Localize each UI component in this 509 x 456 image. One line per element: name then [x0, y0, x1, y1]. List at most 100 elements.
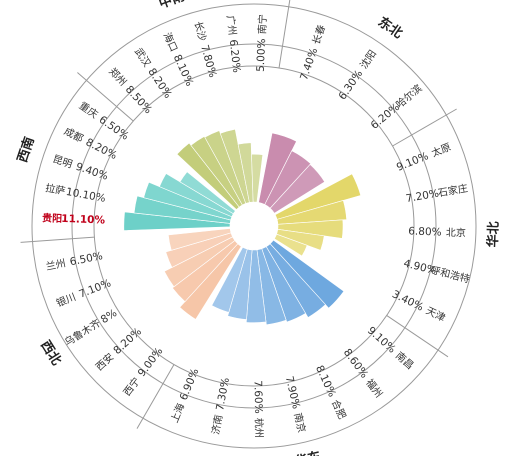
petal-武汉 [190, 136, 243, 208]
petal-济南 [227, 248, 253, 320]
value-label: 8.10% [171, 53, 196, 88]
city-label: 北京 [446, 226, 466, 240]
region-separator [77, 72, 134, 122]
petal-乌鲁木齐 [163, 236, 236, 288]
petal-合肥 [261, 246, 307, 323]
value-label: 9.10% [365, 325, 398, 356]
region-separator [392, 108, 457, 147]
region-label: 华北 [485, 221, 502, 248]
region-label: 西南 [14, 135, 37, 165]
value-label: 5.00% [255, 38, 268, 72]
petal-广州 [237, 142, 254, 203]
value-label: 8.10% [313, 364, 338, 399]
value-label: 11.10% [61, 213, 106, 227]
petal-兰州 [167, 228, 232, 251]
petal-呼和浩特 [276, 229, 325, 251]
city-label: 西宁 [120, 375, 142, 399]
petal-福州 [265, 243, 326, 318]
region-separator [386, 315, 449, 358]
petal-重庆 [179, 171, 236, 215]
city-label: 兰州 [45, 256, 67, 273]
middle-ring [71, 43, 437, 409]
petal-杭州 [245, 249, 267, 323]
city-label: 福州 [363, 376, 385, 400]
petal-长春 [258, 132, 297, 205]
city-label: 重庆 [77, 99, 101, 121]
city-label: 西安 [93, 350, 117, 373]
value-label: 8.50% [123, 84, 154, 117]
city-label: 成都 [62, 125, 85, 145]
value-label: 7.40% [298, 46, 320, 81]
region-separator [20, 236, 95, 243]
petal-郑州 [176, 142, 240, 211]
city-label: 长沙 [192, 20, 209, 42]
city-label: 银川 [54, 290, 77, 309]
petal-银川 [165, 232, 233, 268]
region-separator [136, 364, 175, 429]
value-label: 9.00% [136, 345, 166, 379]
region-label: 华东 [293, 449, 322, 456]
value-label: 10.10% [65, 186, 107, 205]
petal-哈尔滨 [269, 163, 326, 214]
city-label: 合肥 [329, 397, 349, 421]
city-label: 济南 [209, 414, 225, 436]
petal-西宁 [179, 243, 242, 320]
city-label: 太原 [429, 140, 452, 160]
petal-北京 [277, 219, 344, 239]
petal-成都 [159, 173, 234, 218]
inner-ring [93, 65, 415, 387]
petal-南昌 [269, 239, 345, 309]
value-label: 8.20% [145, 66, 173, 100]
city-label: 南昌 [393, 349, 417, 372]
petal-拉萨 [133, 195, 232, 224]
city-label: 武汉 [132, 45, 154, 69]
city-label: 广州 [224, 15, 238, 36]
city-label: 石家庄 [437, 181, 469, 199]
city-label: 郑州 [106, 65, 129, 89]
value-label: 9.10% [395, 150, 430, 174]
value-label: 9.40% [74, 161, 109, 183]
city-label: 上海 [168, 401, 188, 424]
petal-昆明 [143, 181, 233, 221]
center-hole [234, 206, 274, 246]
value-label: 8.60% [341, 347, 370, 381]
petal-上海 [211, 246, 248, 313]
value-label: 3.40% [390, 288, 425, 313]
outer-ring [31, 3, 477, 449]
city-label: 乌鲁木齐 [62, 317, 103, 349]
petal-长沙 [219, 128, 250, 204]
value-label: 6.80% [408, 225, 442, 238]
value-label: 6.30% [336, 68, 365, 102]
value-label: 7.60% [251, 380, 264, 414]
city-label: 南京 [291, 412, 308, 434]
value-label: 7.20% [405, 188, 440, 206]
region-label: 中南 [157, 0, 187, 12]
petals [123, 128, 362, 326]
city-label: 南宁 [255, 14, 269, 35]
value-label: 8.20% [111, 326, 144, 357]
petal-贵阳 [123, 211, 231, 231]
petal-海口 [204, 130, 247, 206]
city-label: 哈尔滨 [393, 82, 424, 111]
city-label: 天津 [424, 305, 447, 325]
value-label: 6.50% [97, 114, 131, 143]
value-label: 7.80% [198, 44, 218, 79]
city-label: 海口 [161, 30, 181, 54]
petal-天津 [273, 233, 308, 257]
petal-太原 [274, 173, 362, 220]
petal-沈阳 [264, 150, 312, 209]
city-label: 呼和浩特 [429, 264, 471, 285]
city-label: 长春 [310, 23, 328, 46]
region-label: 东北 [375, 14, 406, 42]
value-label: 8% [99, 307, 120, 326]
petal-南宁 [251, 153, 264, 203]
city-label: 杭州 [252, 418, 265, 438]
value-label: 6.20% [227, 39, 243, 74]
city-label: 拉萨 [44, 181, 66, 197]
region-separator [278, 0, 291, 69]
value-label: 7.10% [77, 277, 112, 300]
region-label: 西北 [37, 338, 64, 368]
value-label: 8.20% [84, 136, 119, 162]
city-label: 沈阳 [357, 47, 379, 71]
petal-西安 [171, 240, 239, 303]
